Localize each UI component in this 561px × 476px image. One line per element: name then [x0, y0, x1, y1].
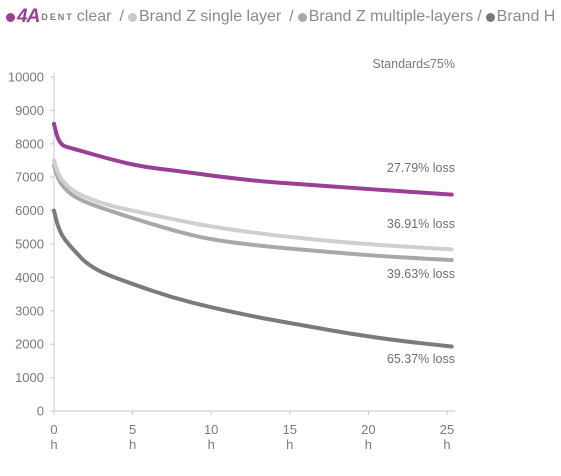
y-tick-label: 6000: [15, 203, 44, 218]
series-line-0: [52, 121, 454, 197]
y-tick-label: 1000: [15, 370, 44, 385]
legend-separator: /: [119, 8, 124, 25]
chart-legend: 4A DENT clear / Brand Z single layer / B…: [6, 4, 559, 30]
y-tick-label: 2000: [15, 337, 44, 352]
y-tick-label: 3000: [15, 303, 44, 318]
x-tick-label: 10: [204, 422, 218, 437]
x-tick-label: 20: [361, 422, 375, 437]
legend-label-brand-h: Brand H: [496, 8, 556, 25]
x-tick-label: 0: [50, 422, 57, 437]
legend-label-brand-z-single: Brand Z single layer: [138, 8, 282, 25]
x-tick-unit: h: [365, 437, 372, 452]
series-line-3: [52, 208, 454, 349]
series-line-1: [52, 158, 454, 252]
y-tick-label: 5000: [15, 237, 44, 252]
x-tick-label: 25: [440, 422, 454, 437]
legend-swatch-brand-h: [485, 12, 495, 22]
legend-swatch-brand-z-single: [127, 12, 137, 22]
legend-separator: /: [477, 8, 482, 25]
legend-item-brand-z-multi[interactable]: Brand Z multiple-layers: [297, 8, 474, 26]
x-tick-unit: h: [129, 437, 136, 452]
brand-logo-word: DENT: [41, 12, 74, 22]
legend-item-brand-z-single[interactable]: Brand Z single layer: [127, 8, 282, 26]
y-tick-label: 9000: [15, 103, 44, 118]
series-end-label-2: 39.63% loss: [387, 267, 455, 281]
x-tick-label: 15: [283, 422, 297, 437]
legend-label-clear: clear: [76, 8, 112, 25]
legend-item-brand-h[interactable]: Brand H: [485, 8, 556, 26]
legend-item-4a-dent-clear[interactable]: 4A DENT clear: [6, 6, 111, 28]
legend-separator: /: [289, 8, 294, 25]
y-tick-label: 7000: [15, 170, 44, 185]
y-tick-label: 0: [37, 404, 44, 419]
x-tick-unit: h: [286, 437, 293, 452]
legend-label-brand-z-multi: Brand Z multiple-layers: [308, 8, 474, 25]
y-tick-label: 10000: [8, 70, 44, 85]
legend-swatch-4a-dent-clear: [6, 12, 15, 22]
series-end-label-0: 27.79% loss: [387, 161, 455, 175]
series-end-label-1: 36.91% loss: [387, 217, 455, 231]
x-tick-unit: h: [50, 437, 57, 452]
x-tick-label: 5: [129, 422, 136, 437]
y-tick-label: 8000: [15, 136, 44, 151]
y-tick-label: 4000: [15, 270, 44, 285]
series-line-2: [52, 163, 454, 263]
standard-annotation: Standard≤75%: [372, 57, 455, 71]
brand-logo-number: 4A: [17, 6, 40, 27]
series-end-label-3: 65.37% loss: [387, 352, 455, 366]
legend-swatch-brand-z-multi: [297, 12, 307, 22]
x-tick-unit: h: [208, 437, 215, 452]
x-tick-unit: h: [443, 437, 450, 452]
